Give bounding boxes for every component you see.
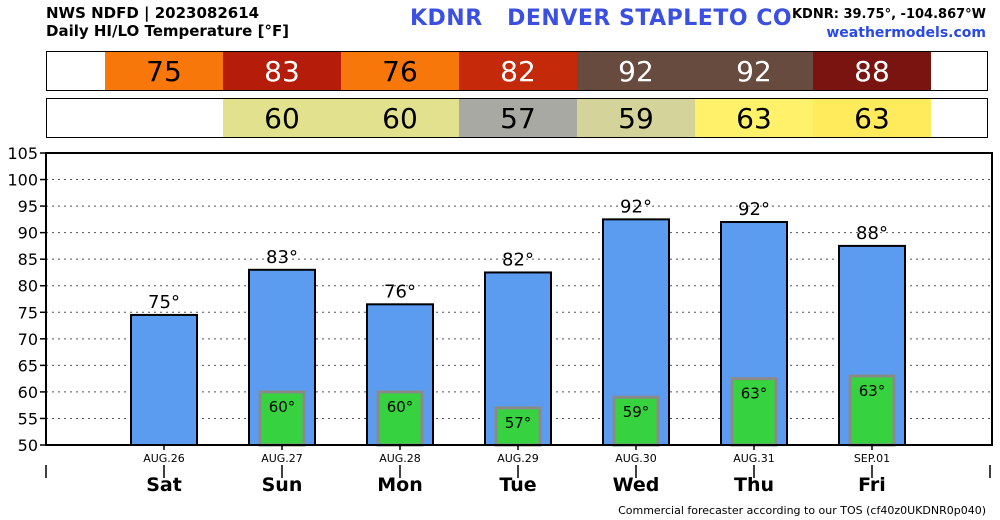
- date-label: AUG.26: [143, 452, 185, 465]
- day-label: Mon: [377, 474, 423, 496]
- y-tick-label: 95: [18, 197, 38, 216]
- high-temp-label: 88°: [856, 223, 888, 244]
- low-temp-cell: 59: [577, 99, 695, 137]
- low-temp-cell: 60: [341, 99, 459, 137]
- high-temp-cell: 75: [105, 52, 223, 90]
- day-label: Sun: [262, 474, 303, 496]
- high-temp-cell: 88: [813, 52, 931, 90]
- low-temperature-strip: 60 60 57 59 63 63: [46, 98, 988, 138]
- low-temp-label: 57°: [505, 414, 532, 432]
- site-link[interactable]: weathermodels.com: [826, 25, 986, 41]
- coordinates-label: KDNR: 39.75°, -104.867°W: [791, 7, 986, 22]
- low-temp-label: 60°: [269, 398, 296, 416]
- low-temp-label: 63°: [741, 385, 768, 403]
- low-temp-bar: [612, 395, 660, 447]
- y-tick-label: 55: [18, 409, 38, 428]
- low-temp-cell: 57: [459, 99, 577, 137]
- high-temp-cell: 92: [695, 52, 813, 90]
- low-temp-bar: [848, 374, 896, 447]
- date-label: AUG.29: [497, 452, 539, 465]
- model-run-label: NWS NDFD | 2023082614: [46, 4, 260, 22]
- header-right: KDNR: 39.75°, -104.867°W weathermodels.c…: [792, 5, 986, 43]
- high-temp-label: 83°: [266, 247, 298, 268]
- y-tick-label: 105: [7, 145, 38, 163]
- low-temp-bar: [730, 377, 778, 447]
- low-temp-label: 63°: [859, 382, 886, 400]
- station-title: KDNR DENVER STAPLETO CO: [410, 6, 793, 31]
- low-temp-label: 59°: [623, 403, 650, 421]
- y-tick-label: 60: [18, 383, 38, 402]
- product-label: Daily HI/LO Temperature [°F]: [46, 22, 290, 40]
- high-temp-label: 75°: [148, 292, 180, 313]
- high-temp-bar: [130, 313, 198, 446]
- date-label: SEP.01: [854, 452, 890, 465]
- high-temp-cell: 92: [577, 52, 695, 90]
- footer-note: Commercial forecaster according to our T…: [618, 504, 986, 517]
- high-temp-label: 92°: [738, 199, 770, 220]
- y-tick-label: 90: [18, 224, 38, 243]
- y-tick-label: 100: [7, 171, 38, 190]
- high-temp-cell: 83: [223, 52, 341, 90]
- y-tick-label: 70: [18, 330, 38, 349]
- date-label: AUG.30: [615, 452, 657, 465]
- day-label: Fri: [858, 474, 886, 496]
- date-label: AUG.27: [261, 452, 303, 465]
- header-left: NWS NDFD | 2023082614 Daily HI/LO Temper…: [46, 4, 289, 40]
- low-temp-cell: 63: [695, 99, 813, 137]
- plot-frame: [45, 152, 993, 446]
- low-temp-cell: [105, 99, 223, 137]
- low-temp-label: 60°: [387, 398, 414, 416]
- low-temp-cell: 63: [813, 99, 931, 137]
- day-label: Tue: [499, 474, 536, 496]
- y-tick-label: 85: [18, 250, 38, 269]
- high-temp-label: 92°: [620, 196, 652, 217]
- high-temp-label: 82°: [502, 249, 534, 270]
- date-label: AUG.28: [379, 452, 421, 465]
- y-tick-label: 80: [18, 277, 38, 296]
- y-tick-label: 75: [18, 303, 38, 322]
- high-temperature-strip: 75 83 76 82 92 92 88: [46, 51, 988, 91]
- high-temp-label: 76°: [384, 281, 416, 302]
- day-label: Sat: [146, 474, 182, 496]
- day-label: Thu: [734, 474, 774, 496]
- high-temp-cell: 76: [341, 52, 459, 90]
- day-label: Wed: [613, 474, 660, 496]
- y-tick-label: 65: [18, 356, 38, 375]
- y-tick-label: 50: [18, 436, 38, 455]
- temperature-chart: 50 55 60 65 70 75 80 85 90 95 100 105 75° AUG.26 Sat 83…: [7, 145, 993, 496]
- date-label: AUG.31: [733, 452, 775, 465]
- high-temp-cell: 82: [459, 52, 577, 90]
- low-temp-cell: 60: [223, 99, 341, 137]
